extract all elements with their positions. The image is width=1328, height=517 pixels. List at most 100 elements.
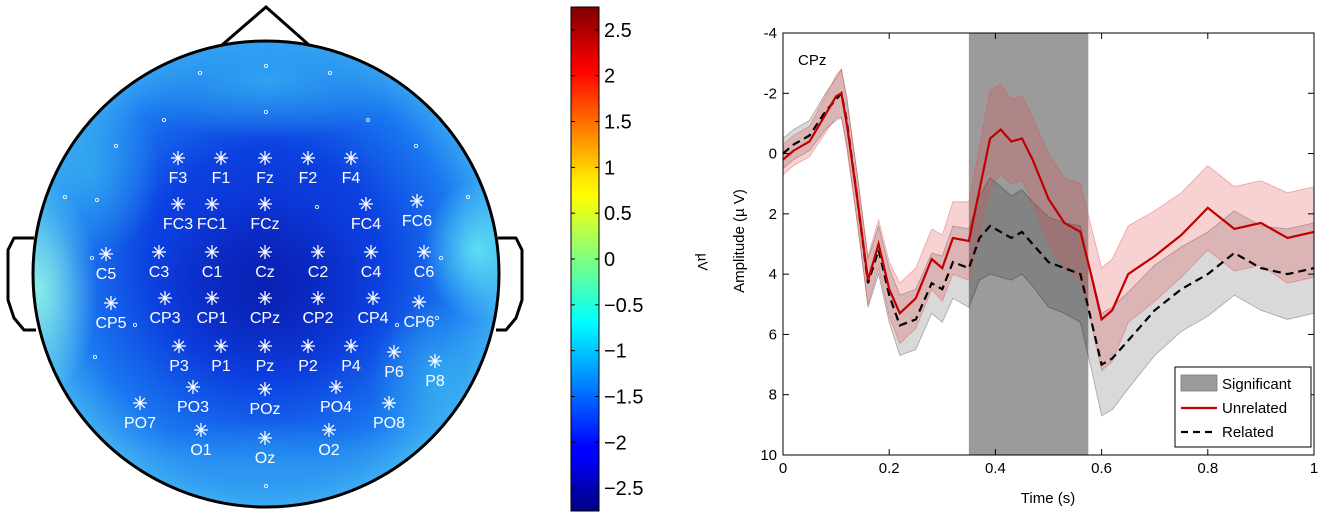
electrode-po8: PO8 bbox=[373, 396, 405, 432]
electrode-p8: P8 bbox=[425, 354, 445, 390]
electrode-label: P4 bbox=[341, 358, 361, 375]
electrode-marker bbox=[311, 245, 325, 259]
electrode-p4: P4 bbox=[341, 339, 361, 375]
unrelated-line bbox=[782, 91, 1315, 322]
electrode-marker bbox=[258, 151, 272, 165]
channel-dot bbox=[327, 71, 332, 76]
electrode-marker bbox=[258, 431, 272, 445]
x-tick-label: 0.6 bbox=[1091, 460, 1112, 477]
y-tick-label: 4 bbox=[769, 266, 777, 283]
electrode-label: C2 bbox=[308, 264, 329, 281]
electrode-cp5: CP5 bbox=[95, 296, 127, 332]
electrode-cp4: CP4 bbox=[357, 291, 389, 327]
y-tick-label: 0 bbox=[769, 146, 777, 163]
colorbar-tick-label: 2.5 bbox=[604, 20, 632, 42]
channel-dot bbox=[314, 204, 319, 209]
electrode-label: CP2 bbox=[302, 310, 333, 327]
erp-line-chart: 0 0.2 0.4 0.6 0.8 1 -4 -2 0 2 4 6 8 10 CPz Time (s) A… bbox=[731, 25, 1318, 507]
electrode-cp2: CP2 bbox=[302, 291, 334, 327]
electrode-label: PO4 bbox=[320, 399, 352, 416]
electrode-po4: PO4 bbox=[320, 380, 352, 416]
left-ear-outline bbox=[6, 236, 36, 332]
y-tick-label: -2 bbox=[764, 85, 777, 102]
electrode-fcz: FCz bbox=[250, 197, 280, 233]
electrode-label: CP3 bbox=[149, 310, 180, 327]
electrode-label: CP5 bbox=[95, 315, 126, 332]
channel-dot bbox=[394, 322, 399, 327]
y-tick-label: 2 bbox=[769, 206, 777, 223]
electrode-p1: P1 bbox=[211, 339, 231, 375]
colorbar-tick-label: 1 bbox=[604, 157, 615, 179]
legend-label-related: Related bbox=[1222, 424, 1274, 441]
electrode-marker bbox=[258, 245, 272, 259]
colorbar-tick-label: −2 bbox=[604, 432, 627, 454]
electrode-fc1: FC1 bbox=[197, 197, 227, 233]
electrode-oz: Oz bbox=[255, 431, 275, 467]
electrode-marker bbox=[258, 197, 272, 211]
electrode-fc3: FC3 bbox=[163, 197, 193, 233]
electrode-label: O1 bbox=[190, 442, 211, 459]
electrode-c2: C2 bbox=[308, 245, 329, 281]
channel-dot bbox=[465, 194, 470, 199]
electrode-marker bbox=[194, 423, 208, 437]
electrode-label: P2 bbox=[298, 358, 318, 375]
legend-swatch-significant bbox=[1180, 374, 1218, 392]
electrode-f1: F1 bbox=[212, 151, 231, 187]
x-tick-label: 0.2 bbox=[879, 460, 900, 477]
electrode-label: C3 bbox=[149, 264, 170, 281]
electrode-marker bbox=[410, 194, 424, 208]
electrode-marker bbox=[301, 151, 315, 165]
y-tick-label: -4 bbox=[764, 25, 777, 42]
electrode-fz: Fz bbox=[256, 151, 274, 187]
colorbar-tick-label: 1.5 bbox=[604, 112, 632, 134]
electrode-marker bbox=[205, 197, 219, 211]
unlabeled-channel-dots bbox=[63, 64, 470, 488]
electrode-marker bbox=[186, 380, 200, 394]
electrode-label: FC4 bbox=[351, 216, 381, 233]
colorbar-unit-label: µV bbox=[695, 253, 710, 271]
channel-dot bbox=[434, 315, 439, 320]
y-tick-label: 8 bbox=[769, 387, 777, 404]
electrode-marker bbox=[205, 291, 219, 305]
electrode-marker bbox=[387, 345, 401, 359]
electrode-label: P6 bbox=[384, 364, 404, 381]
electrode-marker bbox=[366, 291, 380, 305]
electrode-o1: O1 bbox=[190, 423, 212, 459]
colorbar: 2.5 2 1.5 1 0.5 0 −0.5 −1 −1.5 −2 −2.5 µV bbox=[570, 6, 710, 512]
electrode-fc4: FC4 bbox=[351, 197, 381, 233]
electrode-label: C6 bbox=[414, 264, 435, 281]
electrode-label: F1 bbox=[212, 170, 231, 187]
electrode-label: C5 bbox=[96, 266, 117, 283]
electrode-marker bbox=[329, 380, 343, 394]
electrode-label: PO3 bbox=[177, 399, 209, 416]
channel-dot bbox=[63, 194, 68, 199]
y-tick-label: 10 bbox=[760, 447, 777, 464]
electrode-label: CP6 bbox=[403, 314, 434, 331]
channel-dot bbox=[263, 483, 268, 488]
x-tick-label: 0 bbox=[779, 460, 787, 477]
plot-frame bbox=[782, 32, 1315, 456]
y-axis-label: Amplitude (µ V) bbox=[731, 189, 748, 293]
electrode-marker bbox=[133, 396, 147, 410]
electrode-pz: Pz bbox=[256, 339, 274, 375]
electrode-marker bbox=[152, 245, 166, 259]
channel-dot bbox=[263, 110, 268, 115]
electrode-f2: F2 bbox=[299, 151, 317, 187]
electrode-label: FC1 bbox=[197, 216, 227, 233]
colorbar-tick-label: 0.5 bbox=[604, 203, 632, 225]
electrode-label: CP1 bbox=[196, 310, 227, 327]
channel-dot bbox=[413, 143, 418, 148]
electrode-marker bbox=[417, 245, 431, 259]
electrode-o2: O2 bbox=[318, 423, 340, 459]
electrode-marker bbox=[214, 151, 228, 165]
electrode-marker bbox=[258, 291, 272, 305]
related-line bbox=[782, 90, 1315, 367]
electrode-marker bbox=[359, 197, 373, 211]
legend-label-unrelated: Unrelated bbox=[1222, 400, 1287, 417]
electrode-c3: C3 bbox=[149, 245, 170, 281]
electrode-label: C1 bbox=[202, 264, 223, 281]
electrode-cz: Cz bbox=[255, 245, 275, 281]
channel-dot bbox=[132, 322, 137, 327]
electrode-label: PO7 bbox=[124, 415, 156, 432]
colorbar-tick-label: −2.5 bbox=[604, 478, 643, 500]
